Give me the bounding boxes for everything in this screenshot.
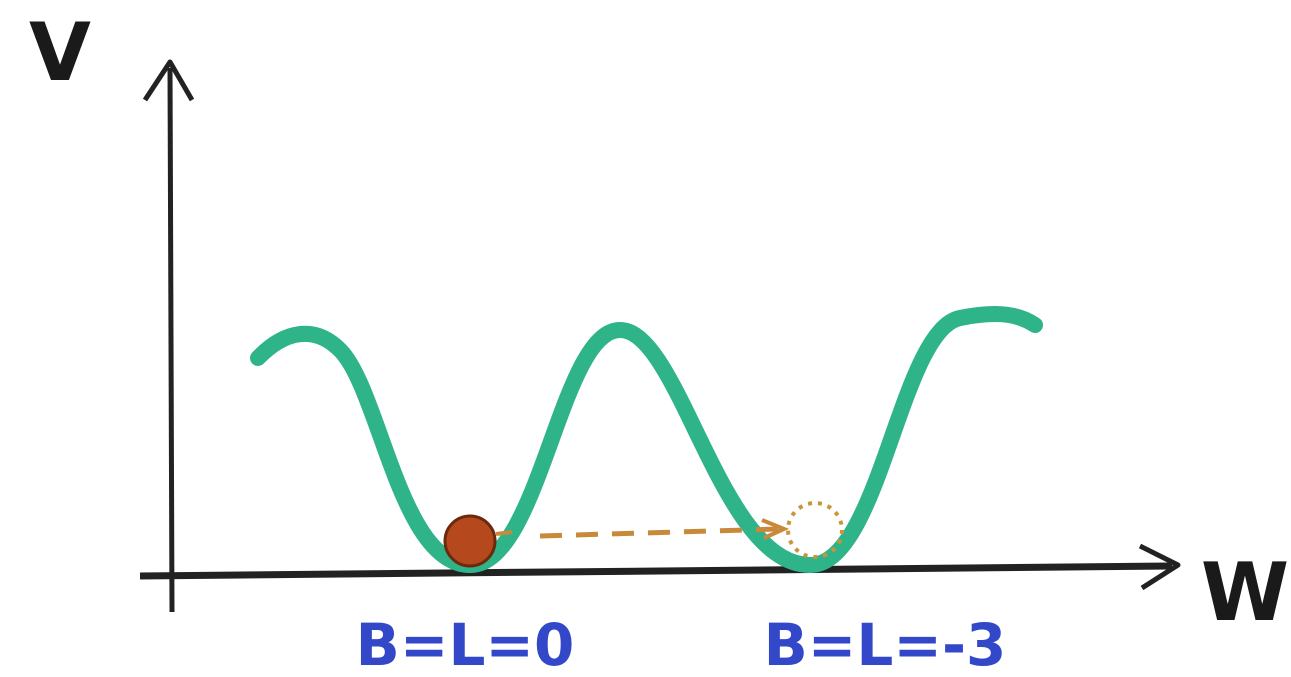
v-axis-arrow xyxy=(142,59,195,102)
well-label: B=L=0 xyxy=(356,611,575,677)
well-label: B=L=-3 xyxy=(764,611,1007,677)
w-axis-arrow xyxy=(1138,543,1181,591)
w-axis xyxy=(139,562,1173,580)
ball xyxy=(443,514,497,568)
target-ball xyxy=(786,501,844,559)
tunneling-arrow xyxy=(761,518,790,540)
ball-tail xyxy=(495,530,513,536)
w-label: W xyxy=(1201,546,1289,639)
potential-curve xyxy=(250,306,1043,574)
v-label: V xyxy=(29,6,91,99)
tunneling-path xyxy=(539,526,781,539)
v-axis xyxy=(167,67,175,613)
